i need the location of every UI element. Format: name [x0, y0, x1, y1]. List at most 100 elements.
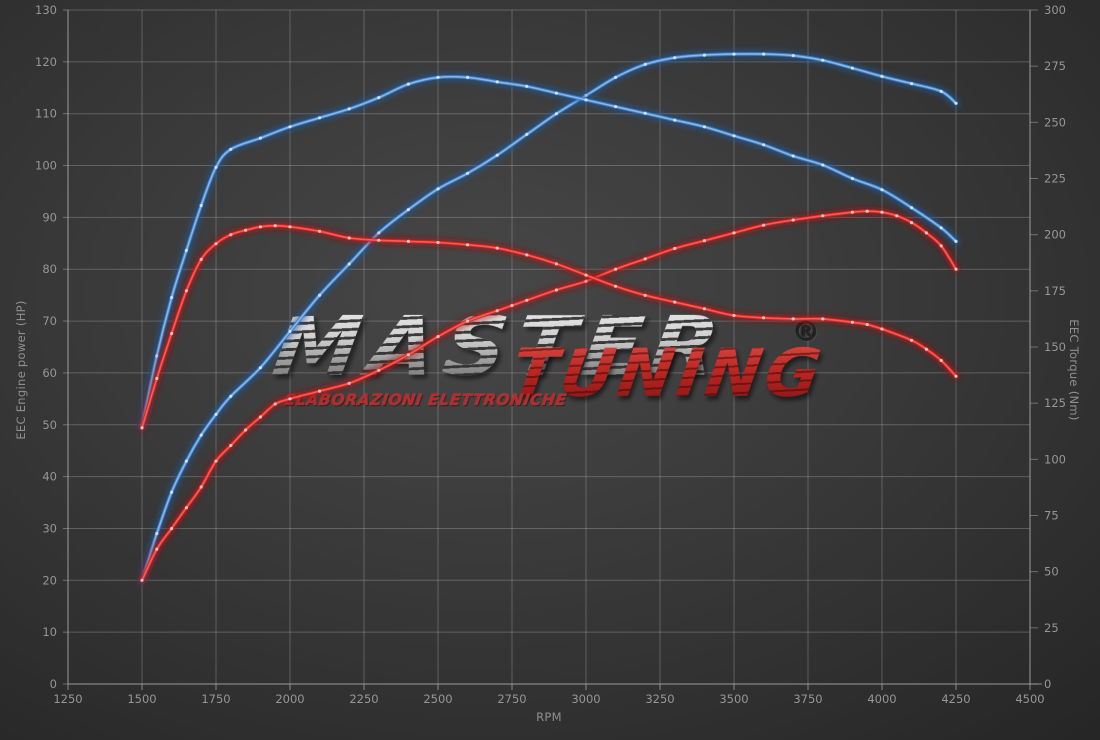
data-point-power-original: [880, 210, 884, 214]
data-point-power-original: [377, 368, 381, 372]
data-point-power-tuned: [939, 89, 943, 93]
x-tick-label: 1250: [53, 692, 82, 706]
data-point-power-original: [643, 257, 647, 261]
data-point-torque-original: [791, 317, 795, 321]
data-point-torque-original: [584, 273, 588, 277]
y-right-tick-label: 50: [1044, 565, 1059, 579]
data-point-power-original: [614, 267, 618, 271]
data-point-power-original: [910, 221, 914, 225]
y-left-tick-label: 0: [50, 677, 57, 691]
data-point-torque-original: [939, 358, 943, 363]
data-point-power-tuned: [643, 62, 647, 66]
y-right-tick-label: 225: [1044, 172, 1066, 186]
x-tick-label: 1750: [201, 692, 230, 706]
x-tick-label: 1500: [127, 692, 156, 706]
data-point-power-original: [924, 231, 929, 235]
data-point-power-tuned: [288, 329, 292, 333]
data-point-power-original: [495, 309, 499, 313]
y-left-tick-label: 60: [42, 366, 57, 380]
data-point-torque-original: [702, 307, 707, 311]
data-point-power-tuned: [910, 82, 914, 86]
data-point-power-tuned: [554, 112, 559, 116]
data-point-power-original: [525, 298, 529, 302]
data-point-torque-tuned: [466, 75, 470, 79]
data-point-power-tuned: [495, 153, 499, 157]
data-point-torque-tuned: [702, 125, 707, 129]
data-point-torque-original: [436, 240, 440, 245]
data-point-torque-tuned: [554, 91, 559, 95]
curve-power-tuned: [137, 49, 961, 585]
x-tick-label: 3000: [571, 692, 600, 706]
data-point-torque-tuned: [347, 107, 351, 111]
data-point-power-tuned: [155, 532, 159, 536]
data-point-torque-tuned: [673, 118, 677, 122]
y-left-tick-label: 30: [42, 521, 57, 535]
y-right-tick-label: 100: [1044, 452, 1066, 466]
data-point-torque-original: [924, 347, 929, 351]
data-point-torque-tuned: [406, 82, 410, 86]
y-right-tick-label: 0: [1044, 677, 1051, 691]
y-left-tick-label: 80: [42, 262, 57, 276]
data-point-torque-tuned: [170, 296, 174, 300]
data-point-power-tuned: [229, 394, 233, 398]
data-point-power-original: [288, 397, 292, 401]
data-point-power-original: [436, 335, 440, 339]
y-right-tick-label: 125: [1044, 396, 1066, 410]
y-left-tick-label: 10: [42, 625, 57, 639]
x-tick-label: 4000: [867, 692, 896, 706]
data-point-power-tuned: [466, 171, 470, 175]
data-point-torque-tuned: [850, 176, 855, 181]
data-point-power-original: [821, 214, 825, 218]
y-left-tick-label: 90: [42, 210, 57, 224]
data-point-torque-tuned: [762, 143, 766, 147]
x-tick-label: 2250: [349, 692, 378, 706]
data-point-torque-original: [910, 338, 914, 342]
y-right-tick-label: 275: [1044, 59, 1066, 73]
data-point-torque-tuned: [614, 105, 618, 109]
data-point-torque-original: [525, 253, 529, 257]
data-point-power-tuned: [762, 52, 766, 56]
data-point-power-original: [762, 223, 766, 227]
data-point-power-original: [702, 239, 707, 243]
data-point-torque-original: [347, 236, 351, 240]
y-left-tick-label: 110: [35, 107, 57, 121]
x-tick-label: 2500: [423, 692, 452, 706]
y-left-tick-label: 50: [42, 418, 57, 432]
curve-power-original: [137, 206, 961, 585]
data-point-power-original: [406, 353, 410, 357]
data-point-power-tuned: [850, 66, 855, 70]
x-tick-label: 2750: [497, 692, 526, 706]
data-point-torque-tuned: [584, 98, 588, 102]
data-point-power-tuned: [199, 433, 203, 437]
data-point-torque-tuned: [643, 111, 647, 115]
data-point-torque-tuned: [155, 354, 159, 358]
data-point-torque-original: [184, 289, 188, 293]
y-left-tick-label: 20: [42, 573, 57, 587]
data-point-power-original: [939, 244, 943, 248]
data-point-power-tuned: [436, 187, 440, 191]
data-point-power-original: [791, 218, 795, 222]
y-right-tick-label: 25: [1044, 621, 1059, 635]
data-point-torque-original: [244, 228, 248, 232]
data-point-power-original: [184, 506, 188, 510]
data-point-torque-original: [821, 317, 825, 321]
x-tick-label: 3750: [793, 692, 822, 706]
data-point-torque-tuned: [288, 125, 292, 129]
data-point-power-tuned: [791, 54, 795, 58]
data-point-torque-original: [495, 246, 499, 250]
data-point-torque-tuned: [821, 163, 825, 167]
data-point-torque-original: [258, 225, 262, 229]
data-point-torque-tuned: [199, 203, 203, 208]
x-tick-label: 4500: [1015, 692, 1044, 706]
data-point-torque-original: [732, 313, 736, 318]
data-point-power-original: [155, 547, 159, 551]
data-point-power-tuned: [732, 52, 736, 56]
data-point-torque-tuned: [910, 206, 914, 210]
data-point-power-original: [732, 231, 736, 235]
data-point-torque-original: [850, 320, 855, 324]
y-left-tick-label: 130: [35, 3, 57, 17]
data-point-power-tuned: [214, 412, 218, 416]
data-point-torque-tuned: [939, 226, 943, 230]
